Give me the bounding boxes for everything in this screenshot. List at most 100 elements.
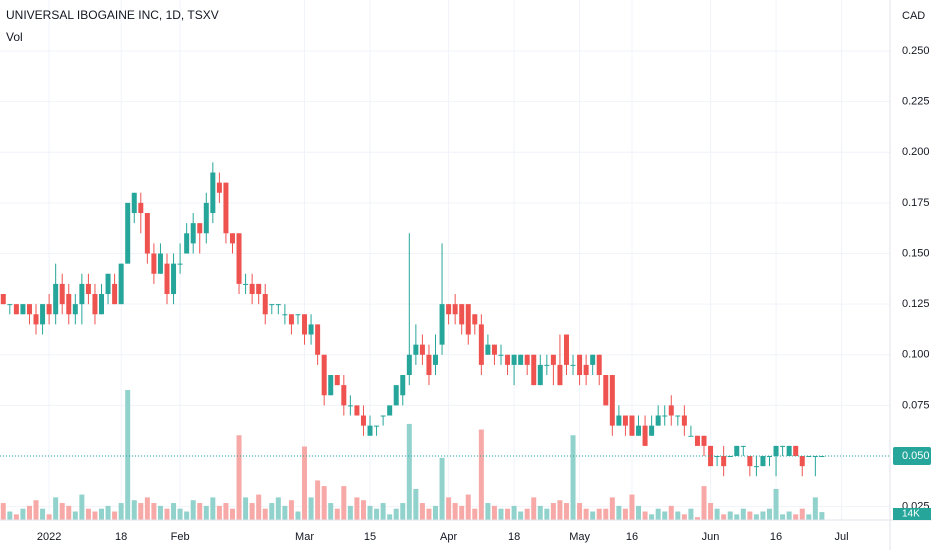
candle-body [216, 182, 222, 193]
volume-bar [747, 511, 753, 520]
volume-bar [557, 500, 563, 520]
volume-bar [341, 486, 347, 520]
candle-body [164, 263, 170, 295]
candle-body [197, 223, 203, 234]
candle-body [780, 445, 786, 447]
candle-body [636, 425, 642, 436]
volume-bar [406, 423, 412, 520]
y-tick-label: 0.025 [902, 501, 930, 513]
volume-bar [459, 505, 465, 520]
volume-bar [118, 503, 124, 520]
volume-bar [740, 508, 746, 520]
candle-body [26, 304, 32, 315]
candle-body [747, 456, 753, 467]
last-price-box [893, 447, 931, 466]
candle-body [177, 263, 183, 265]
candle-body [740, 445, 746, 447]
volume-bar [151, 503, 157, 520]
candle-body [282, 314, 288, 316]
candle-body [708, 445, 714, 467]
candle-body [793, 445, 799, 457]
candle-body [295, 314, 301, 316]
volume-bar [308, 497, 314, 520]
volume-bar [544, 508, 550, 520]
candle-body [223, 182, 229, 234]
volume-bar [766, 508, 772, 520]
candle-body [7, 304, 13, 306]
candle-body [131, 192, 137, 214]
candle-body [485, 344, 491, 355]
candle-body [590, 354, 596, 365]
volume-bar [636, 505, 642, 520]
candle-body [642, 425, 648, 446]
volume-bar [668, 505, 674, 520]
volume-bar [524, 508, 530, 520]
x-tick-label: Jul [835, 531, 849, 543]
candle-body [20, 304, 26, 315]
candle-body [753, 466, 759, 468]
x-tick-label: 16 [626, 531, 638, 543]
chart-title: UNIVERSAL IBOGAINE INC, 1D, TSXV [6, 8, 219, 22]
volume-bar [701, 486, 707, 520]
candle-body [426, 354, 432, 376]
volume-bar [236, 435, 242, 520]
candle-body [406, 354, 412, 376]
candle-body [760, 456, 766, 467]
candle-body [347, 405, 353, 407]
volume-bar [681, 514, 687, 520]
candle-body [577, 354, 583, 376]
y-tick-label: 0.100 [902, 349, 930, 361]
candle-body [243, 283, 249, 285]
volume-bar [99, 508, 105, 520]
x-tick-label: Apr [440, 531, 457, 543]
candle-body [138, 202, 144, 214]
volume-bar [26, 505, 32, 520]
candle-body [544, 364, 550, 366]
candle-body [40, 304, 46, 325]
candle-body [537, 364, 543, 386]
volume-bar [40, 508, 46, 520]
currency-label: CAD [902, 10, 925, 22]
candle-body [151, 253, 157, 274]
volume-bar [367, 505, 373, 520]
y-tick-label: 0.075 [902, 399, 930, 411]
volume-bar [413, 488, 419, 520]
candle-body [622, 415, 628, 426]
volume-bar [269, 503, 275, 520]
candle-body [118, 263, 124, 305]
x-tick-label: 16 [770, 531, 782, 543]
candle-body [354, 405, 360, 416]
candle-body [328, 375, 334, 396]
candle-body [79, 283, 85, 305]
candle-body [596, 354, 602, 376]
volume-bar [439, 457, 445, 520]
volume-bar [465, 494, 471, 520]
candle-body [452, 304, 458, 315]
volume-bar [675, 511, 681, 520]
volume-bar [374, 508, 380, 520]
volume-bar [472, 508, 478, 520]
candle-body [190, 223, 196, 244]
candle-body [511, 354, 517, 365]
volume-bar [360, 500, 366, 520]
candle-body [459, 304, 465, 325]
volume-bar [452, 503, 458, 520]
y-tick-label: 0.200 [902, 146, 930, 158]
volume-bar [688, 508, 694, 520]
volume-bar [59, 503, 65, 520]
volume-bar [112, 511, 118, 520]
volume-bar [609, 497, 615, 520]
candle-body [85, 283, 91, 295]
volume-bar [806, 514, 812, 520]
volume-bar [563, 503, 569, 520]
candle-body [649, 425, 655, 436]
volume-bar [622, 508, 628, 520]
candle-body [433, 354, 439, 365]
candle-body [269, 304, 275, 306]
candle-body [563, 334, 569, 365]
volume-bar [0, 503, 6, 520]
volume-bar [655, 508, 661, 520]
volume-bar [400, 503, 406, 520]
